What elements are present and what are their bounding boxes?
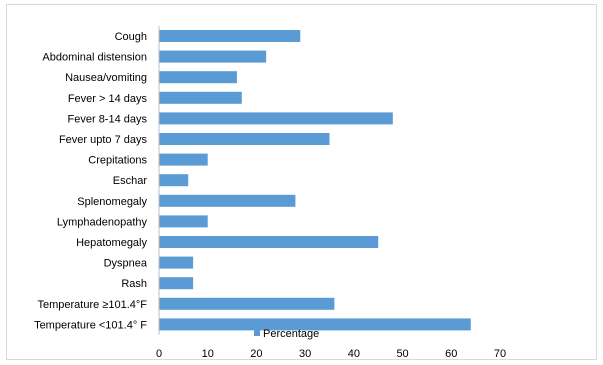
category-label-cough: Cough — [115, 31, 147, 43]
category-label-temperature-101-4-f: Temperature ≥101.4°F — [38, 299, 148, 311]
legend-swatch — [254, 330, 260, 336]
bar-lymphadenopathy — [159, 215, 208, 228]
bar-hepatomegaly — [159, 236, 379, 248]
category-label-eschar: Eschar — [113, 175, 148, 187]
x-tick-labels: 0 10 20 30 40 50 60 70 — [156, 348, 506, 360]
bars — [159, 30, 471, 331]
category-label-fever-upto-7-days: Fever upto 7 days — [59, 134, 148, 146]
x-tick-label-10: 10 — [202, 348, 214, 360]
x-tick-label-30: 30 — [299, 348, 311, 360]
x-tick-label-70: 70 — [494, 348, 506, 360]
category-label-fever-8-14-days: Fever 8-14 days — [68, 113, 148, 125]
bar-crepitations — [159, 153, 208, 166]
category-label-hepatomegaly: Hepatomegaly — [76, 237, 147, 249]
x-tick-label-60: 60 — [445, 348, 457, 360]
category-label-abdominal-distension: Abdominal distension — [42, 52, 147, 64]
bar-nausea-vomiting — [159, 71, 237, 84]
bar-eschar — [159, 174, 189, 187]
bar-fever-upto-7-days — [159, 133, 330, 145]
bar-temperature-101-4-f — [159, 318, 471, 331]
bar-temperature-101-4-f — [159, 297, 335, 310]
bar-fever-8-14-days — [159, 112, 393, 125]
category-label-fever-14-days: Fever > 14 days — [68, 93, 148, 105]
x-tick-label-40: 40 — [348, 348, 360, 360]
bar-dyspnea — [159, 256, 194, 269]
bar-abdominal-distension — [159, 50, 267, 63]
bar-rash — [159, 277, 194, 290]
bar-splenomegaly — [159, 194, 296, 207]
x-tick-label-50: 50 — [396, 348, 408, 360]
category-label-lymphadenopathy: Lymphadenopathy — [57, 216, 148, 228]
bar-cough — [159, 30, 301, 42]
category-label-temperature-101-4-f: Temperature <101.4° F — [34, 319, 147, 331]
legend: Percentage — [254, 328, 319, 340]
category-label-splenomegaly: Splenomegaly — [77, 196, 147, 208]
x-tick-label-20: 20 — [250, 348, 262, 360]
legend-label-percentage: Percentage — [263, 328, 319, 340]
category-labels: Cough Abdominal distension Nausea/vomiting… — [34, 31, 148, 331]
category-label-nausea-vomiting: Nausea/vomiting — [65, 72, 147, 84]
category-label-crepitations: Crepitations — [88, 155, 147, 167]
category-label-dyspnea: Dyspnea — [104, 258, 148, 270]
category-label-rash: Rash — [121, 278, 147, 290]
x-tick-label-0: 0 — [156, 348, 162, 360]
bar-fever-14-days — [159, 91, 242, 104]
